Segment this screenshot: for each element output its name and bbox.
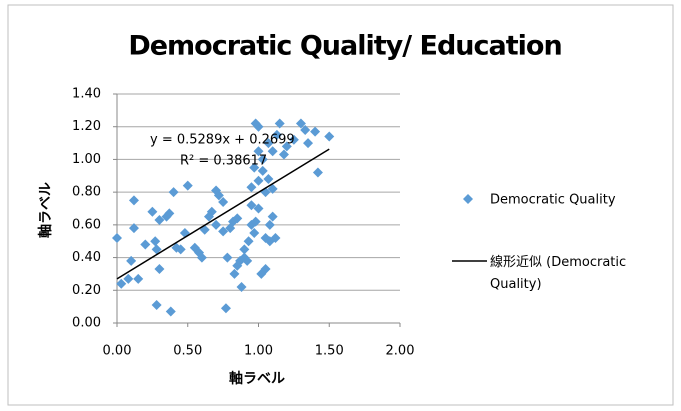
y-tick-label: 1.40 bbox=[72, 87, 101, 102]
scatter-point bbox=[151, 300, 162, 311]
trendline-equation: y = 0.5289x + 0.2699 bbox=[150, 133, 295, 148]
scatter-point bbox=[263, 138, 274, 149]
scatter-point bbox=[278, 149, 289, 160]
scatter-point bbox=[249, 228, 260, 239]
scatter-point bbox=[206, 206, 217, 217]
scatter-point bbox=[260, 264, 271, 275]
x-tick-label: 0.00 bbox=[103, 344, 132, 359]
scatter-point bbox=[168, 187, 179, 198]
scatter-point bbox=[267, 146, 278, 157]
scatter-point bbox=[133, 273, 144, 284]
scatter-point bbox=[150, 236, 161, 247]
scatter-point bbox=[281, 141, 292, 152]
scatter-point bbox=[250, 216, 261, 227]
scatter-point bbox=[213, 190, 224, 201]
scatter-point bbox=[324, 131, 335, 142]
scatter-point bbox=[263, 174, 274, 185]
scatter-point bbox=[300, 124, 311, 135]
scatter-point bbox=[182, 180, 193, 191]
scatter-point bbox=[288, 134, 299, 145]
x-tick-label: 1.50 bbox=[315, 344, 344, 359]
scatter-point bbox=[154, 264, 165, 275]
scatter-point bbox=[310, 126, 321, 137]
y-tick-label: 0.40 bbox=[72, 250, 101, 265]
y-axis-title: 軸ラベル bbox=[37, 182, 54, 238]
scatter-point bbox=[270, 232, 281, 243]
y-tick-label: 0.00 bbox=[72, 316, 101, 331]
scatter-point bbox=[211, 219, 222, 230]
trendline-r2: R² = 0.38617 bbox=[180, 154, 267, 169]
scatter-point bbox=[220, 303, 231, 314]
scatter-point bbox=[267, 183, 278, 194]
y-tick-label: 1.20 bbox=[72, 119, 101, 134]
scatter-point bbox=[257, 165, 268, 176]
scatter-point bbox=[253, 175, 264, 186]
scatter-point bbox=[116, 278, 127, 289]
scatter-point bbox=[271, 129, 282, 140]
scatter-point bbox=[312, 167, 323, 178]
scatter-point bbox=[123, 273, 134, 284]
scatter-point bbox=[295, 118, 306, 129]
y-tick-label: 0.60 bbox=[72, 217, 101, 232]
scatter-point bbox=[126, 255, 137, 266]
scatter-point bbox=[246, 182, 257, 193]
scatter-point bbox=[196, 252, 207, 263]
scatter-point bbox=[253, 203, 264, 214]
scatter-point bbox=[249, 162, 260, 173]
legend-label: 線形近似 (Democratic Quality) bbox=[490, 254, 626, 292]
legend-label: Democratic Quality bbox=[490, 193, 616, 208]
scatter-point bbox=[243, 236, 254, 247]
x-tick-label: 0.50 bbox=[173, 344, 202, 359]
scatter-point bbox=[250, 118, 261, 129]
scatter-point bbox=[236, 282, 247, 293]
scatter-point bbox=[147, 206, 158, 217]
scatter-point bbox=[303, 138, 314, 149]
x-tick-label: 2.00 bbox=[386, 344, 415, 359]
scatter-point bbox=[128, 195, 139, 206]
scatter-point bbox=[232, 213, 243, 224]
scatter-point bbox=[257, 154, 268, 165]
scatter-point bbox=[229, 268, 240, 279]
scatter-point bbox=[218, 226, 229, 237]
chart-border bbox=[7, 4, 674, 406]
scatter-point bbox=[165, 306, 176, 317]
scatter-point bbox=[218, 196, 229, 207]
scatter-point bbox=[128, 223, 139, 234]
scatter-point bbox=[164, 208, 175, 219]
chart-title: Democratic Quality/ Education bbox=[128, 31, 561, 62]
scatter-point bbox=[140, 239, 151, 250]
scatter-point bbox=[239, 244, 250, 255]
scatter-point bbox=[264, 219, 275, 230]
scatter-point bbox=[222, 252, 233, 263]
x-axis-title: 軸ラベル bbox=[229, 370, 285, 387]
scatter-point bbox=[246, 200, 257, 211]
scatter-point bbox=[175, 244, 186, 255]
trendline bbox=[116, 148, 330, 280]
scatter-point bbox=[267, 211, 278, 222]
scatter-point bbox=[242, 255, 253, 266]
scatter-point bbox=[151, 244, 162, 255]
y-tick-label: 0.20 bbox=[72, 283, 101, 298]
x-tick-label: 1.00 bbox=[244, 344, 273, 359]
y-tick-label: 1.00 bbox=[72, 152, 101, 167]
legend-marker bbox=[463, 194, 473, 204]
scatter-point bbox=[154, 214, 165, 225]
scatter-point bbox=[253, 146, 264, 157]
y-tick-label: 0.80 bbox=[72, 185, 101, 200]
scatter-point bbox=[274, 118, 285, 129]
scatter-point bbox=[112, 232, 122, 243]
